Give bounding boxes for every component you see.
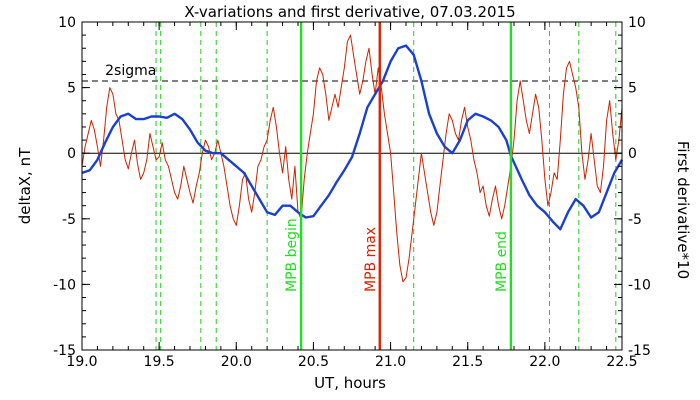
x-tick-label: 22.0 bbox=[529, 354, 560, 370]
y-right-tick-label: -5 bbox=[628, 212, 642, 228]
series-line-deltax bbox=[81, 44, 624, 231]
y-right-tick-label: 5 bbox=[628, 81, 637, 97]
y-right-tick-label: -15 bbox=[628, 343, 651, 359]
reference-lines: 2sigma bbox=[82, 22, 622, 350]
x-tick-label: 19.5 bbox=[144, 354, 175, 370]
x-tick-label: 20.5 bbox=[298, 354, 329, 370]
y-right-tick-label: 10 bbox=[628, 15, 646, 31]
x-tick-label: 21.5 bbox=[452, 354, 483, 370]
y-right-tick-label: -10 bbox=[628, 277, 651, 293]
x-tick-label: 20.0 bbox=[221, 354, 252, 370]
plot-background bbox=[82, 22, 622, 350]
y-left-tick-label: 10 bbox=[58, 15, 76, 31]
y-right-tick-label: 0 bbox=[628, 146, 637, 162]
y-axis-left-title: deltaX, nT bbox=[16, 147, 34, 224]
plot-frame bbox=[81, 21, 623, 351]
event-line-label: MPB begin bbox=[284, 218, 300, 292]
x-axis-title: UT, hours bbox=[314, 374, 386, 392]
axes: 19.0 19.5 20.0 20.5 21.0 21.5 22.0 22.5-15 -15-1… bbox=[53, 15, 651, 370]
sigma-label: 2sigma bbox=[105, 63, 156, 79]
event-line-label: MPB max bbox=[363, 227, 379, 292]
event-lines: MPB begin MPB max MPB end bbox=[284, 22, 513, 350]
y-left-tick-label: -15 bbox=[53, 343, 76, 359]
plot-area bbox=[82, 22, 622, 350]
x-tick-label: 21.0 bbox=[375, 354, 406, 370]
y-left-tick-label: 5 bbox=[67, 81, 76, 97]
series-line-derivative bbox=[81, 34, 623, 283]
y-axis-right-title: First derivative*10 bbox=[674, 141, 692, 279]
event-line-label: MPB end bbox=[494, 231, 510, 292]
y-left-tick-label: -5 bbox=[62, 212, 76, 228]
x-tick-label: 19.0 bbox=[66, 354, 97, 370]
x-tick-label: 22.5 bbox=[606, 354, 637, 370]
y-left-tick-label: 0 bbox=[67, 146, 76, 162]
series-layer bbox=[81, 34, 624, 283]
chart-title: X-variations and first derivative, 07.03… bbox=[184, 3, 515, 21]
y-left-tick-label: -10 bbox=[53, 277, 76, 293]
